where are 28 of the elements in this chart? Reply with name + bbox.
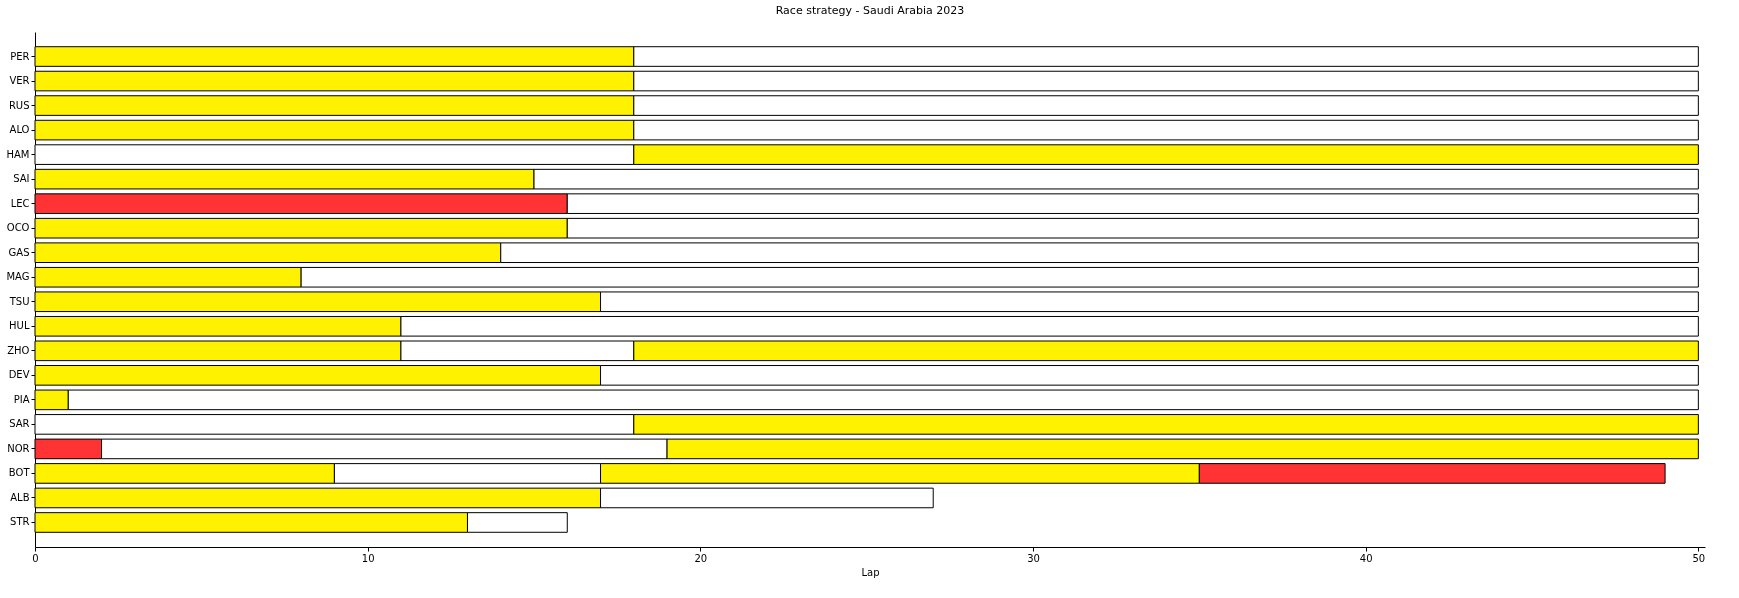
y-tick-label: STR	[10, 516, 30, 528]
y-tick-label: ALO	[9, 124, 30, 136]
x-tick-label: 20	[694, 552, 708, 564]
y-tick-label: MAG	[6, 271, 30, 283]
y-tick-label: NOR	[7, 442, 30, 454]
y-tick-label: DEV	[8, 369, 30, 381]
x-tick-label: 0	[32, 552, 39, 564]
y-tick-label: SAR	[9, 418, 30, 430]
chart-title: Race strategy - Saudi Arabia 2023	[775, 4, 965, 17]
x-axis-title: Lap	[861, 566, 880, 578]
x-tick-label: 50	[1692, 552, 1706, 564]
y-tick-label: OCO	[6, 222, 30, 234]
y-tick-label: SAI	[13, 173, 30, 185]
y-tick-label: PER	[10, 50, 30, 62]
y-tick-label: BOT	[8, 467, 31, 479]
x-tick-label: 40	[1359, 552, 1373, 564]
y-tick-label: ZHO	[7, 344, 30, 356]
x-tick-label: 30	[1027, 552, 1040, 564]
y-tick-label: ALB	[10, 491, 30, 503]
y-tick-label: LEC	[10, 197, 30, 209]
y-tick-label: RUS	[8, 99, 30, 111]
y-tick-label: GAS	[8, 246, 30, 258]
x-tick-label: 10	[361, 552, 375, 564]
y-tick-label: HUL	[9, 320, 30, 332]
y-tick-label: TSU	[8, 295, 30, 307]
y-tick-label: VER	[9, 75, 30, 87]
y-tick-label: PIA	[13, 393, 30, 405]
y-tick-label: HAM	[6, 148, 30, 160]
